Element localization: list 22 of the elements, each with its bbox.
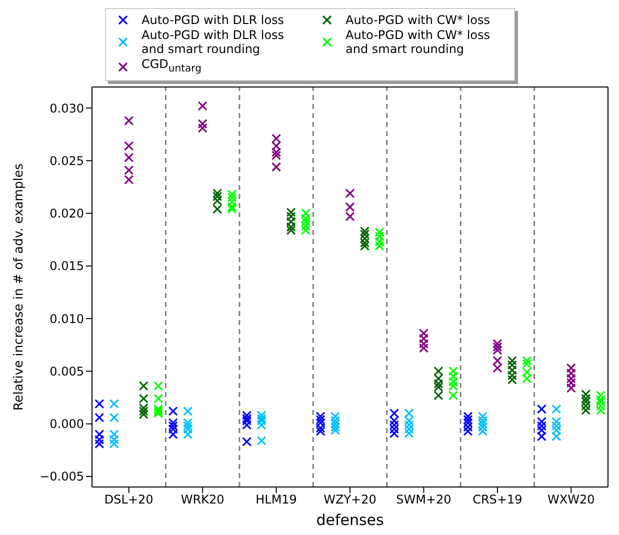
y-tick-label: 0.020 xyxy=(50,206,84,221)
legend-label: Auto-PGD with CW* loss xyxy=(346,13,492,27)
legend-label: Auto-PGD with DLR loss and smart rounding xyxy=(142,28,286,56)
x-tick-label: WXW20 xyxy=(548,492,595,507)
y-tick-label: 0.030 xyxy=(50,101,84,116)
y-tick-label: 0.000 xyxy=(50,417,84,432)
x-tick-label: WZY+20 xyxy=(324,492,376,507)
y-tick-label: 0.025 xyxy=(50,154,84,168)
x-axis-title: defenses xyxy=(316,511,384,529)
x-tick-label: WRK20 xyxy=(180,492,224,507)
x-tick-label: HLM19 xyxy=(256,492,297,507)
y-tick-label: 0.005 xyxy=(50,364,84,378)
y-tick-label: 0.010 xyxy=(50,312,84,326)
x-tick-label: CRS+19 xyxy=(472,492,522,507)
x-tick-label: SWM+20 xyxy=(396,492,452,507)
x-tick-label: DSL+20 xyxy=(104,492,154,507)
y-axis-title: Relative increase in # of adv. examples xyxy=(10,163,26,411)
legend-label: Auto-PGD with CW* loss and smart rounding xyxy=(346,28,492,56)
legend-label: CGD$_{untarg}$ xyxy=(142,57,202,76)
legend-label: Auto-PGD with DLR loss xyxy=(142,13,286,27)
y-tick-label: −0.005 xyxy=(40,470,84,484)
y-tick-label: 0.015 xyxy=(50,259,84,274)
